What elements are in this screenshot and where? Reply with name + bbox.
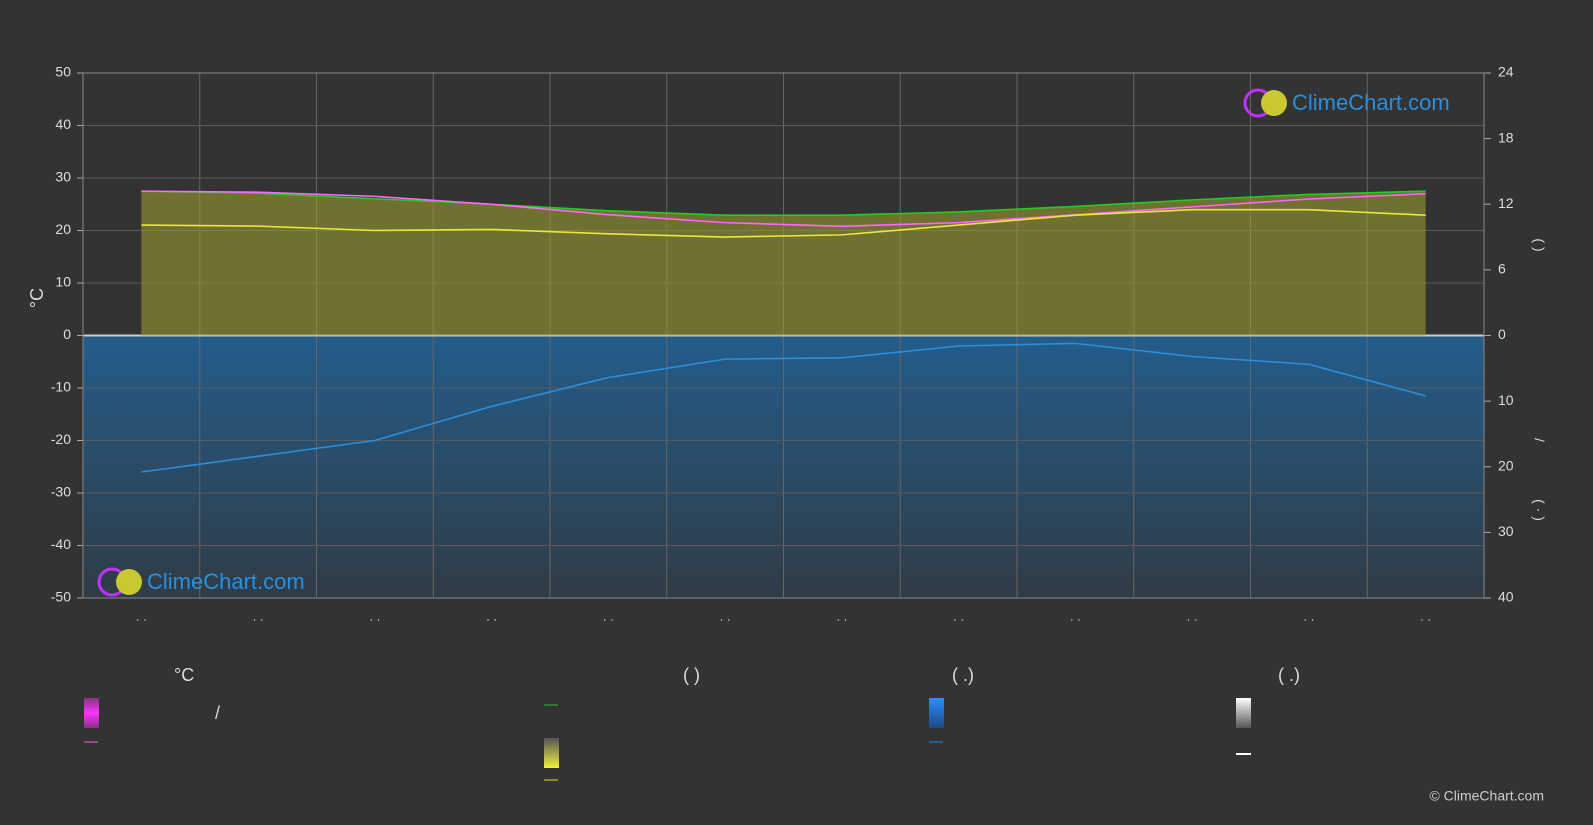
y-tick-label: -40 (51, 536, 71, 552)
y3-tick-label: 30 (1498, 523, 1514, 539)
plot-frame (82, 72, 1485, 599)
y3-axis-label: ( · ) (1531, 499, 1547, 521)
watermark: ClimeChart.com (1292, 90, 1450, 115)
x-tick-label: · · (252, 612, 263, 626)
series-line (141, 342, 1426, 473)
y-tick-label: 30 (55, 169, 71, 185)
y-tick-label: 20 (55, 221, 71, 237)
x-tick-label: · · (486, 612, 497, 626)
x-tick-label: · · (603, 612, 614, 626)
y2-tick-label: 12 (1498, 195, 1514, 211)
y2-tick-label: 0 (1498, 326, 1506, 342)
watermark: ClimeChart.com (147, 569, 305, 594)
legend-entry: — (544, 771, 558, 787)
legend-swatch (544, 738, 559, 768)
daylight-area (141, 191, 1426, 336)
y-tick-label: -20 (51, 431, 71, 447)
x-tick-label: · · (1420, 612, 1431, 626)
y2-tick-label: 24 (1498, 64, 1514, 80)
logo: ClimeChart.com (97, 567, 305, 597)
y-axis-label: °C (27, 288, 47, 308)
x-tick-label: · · (136, 612, 147, 626)
x-tick-label: · · (953, 612, 964, 626)
y-tick-label: -50 (51, 589, 71, 605)
x-tick-label: · · (1303, 612, 1314, 626)
legend-header: ( .) (952, 665, 974, 685)
copyright: © ClimeChart.com (1429, 788, 1544, 804)
y-tick-label: -30 (51, 484, 71, 500)
x-tick-label: · · (1070, 612, 1081, 626)
y3-tick-label: 10 (1498, 392, 1514, 408)
legend-header: ( ) (683, 665, 700, 685)
legend-header: °C (174, 665, 194, 685)
y2-tick-label: 18 (1498, 129, 1514, 145)
legend-swatch (929, 698, 944, 728)
legend-entry: — (929, 733, 943, 749)
legend-text: / (215, 703, 220, 723)
series-line (141, 208, 1426, 238)
legend-entry: — (544, 696, 558, 712)
plot: · · · · · · · · · · · · · · · · · · · · · · · · -50 -… (51, 64, 1514, 626)
legend-swatch (1236, 698, 1251, 728)
y2-tick-label: 6 (1498, 261, 1506, 277)
y-tick-label: 50 (55, 64, 71, 80)
y-tick-label: -10 (51, 379, 71, 395)
y3-tick-label: 40 (1498, 589, 1514, 605)
x-tick-label: · · (369, 612, 380, 626)
y3-axis-label: / (1531, 438, 1547, 442)
y-tick-label: 0 (63, 326, 71, 342)
x-tick-label: · · (836, 612, 847, 626)
x-tick-label: · · (719, 612, 730, 626)
y-tick-label: 10 (55, 274, 71, 290)
legend-header: ( .) (1278, 665, 1300, 685)
legend-swatch (84, 698, 99, 728)
legend-entry: — (84, 733, 98, 749)
y2-axis-label: ( ) (1531, 238, 1547, 251)
x-tick-label: · · (1186, 612, 1197, 626)
logo: ClimeChart.com (1243, 88, 1450, 118)
series-line (141, 190, 1426, 216)
series-line (141, 190, 1426, 228)
y-tick-label: 40 (55, 116, 71, 132)
y3-tick-label: 20 (1498, 457, 1514, 473)
